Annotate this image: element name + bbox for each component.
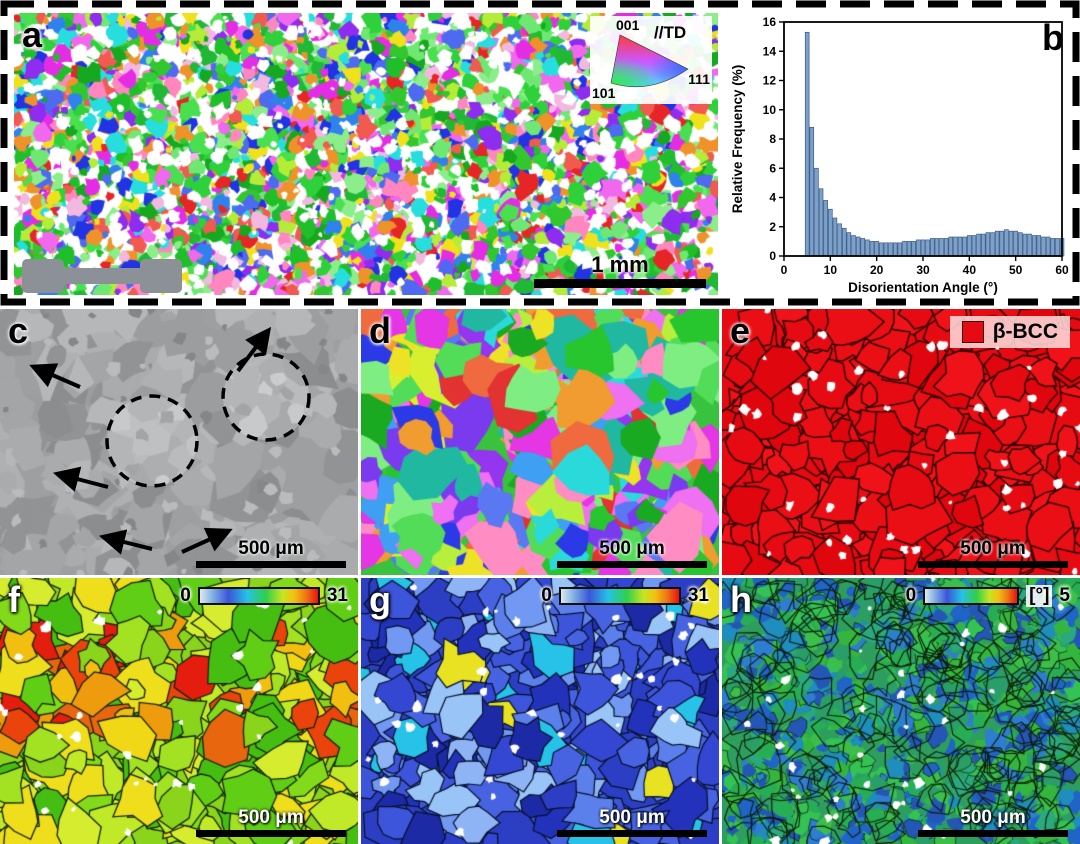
scale-bar-g-rule bbox=[557, 830, 707, 837]
colorbar-h-max: 5 bbox=[1059, 585, 1070, 607]
colorbar-f-min: 0 bbox=[180, 585, 191, 607]
scale-bar-d-label: 500 μm bbox=[599, 539, 665, 558]
colorbar-g: 0 31 bbox=[541, 585, 709, 607]
figure: a 001 //TD 101 111 bbox=[0, 0, 1080, 844]
colorbar-h-unit: [°] bbox=[1026, 585, 1052, 607]
kam-map-h bbox=[722, 578, 1080, 844]
svg-text:50: 50 bbox=[1009, 263, 1023, 277]
colorbar-g-max: 31 bbox=[688, 585, 709, 607]
svg-text:10: 10 bbox=[824, 263, 838, 277]
panel-label-e: e bbox=[730, 313, 750, 349]
panel-label-d: d bbox=[369, 313, 391, 349]
panel-g: g 0 31 500 μm bbox=[361, 578, 719, 844]
sem-image-c bbox=[0, 309, 358, 575]
scale-bar-d-rule bbox=[557, 561, 707, 568]
svg-text:40: 40 bbox=[963, 263, 977, 277]
top-row: a 001 //TD 101 111 bbox=[0, 0, 1080, 306]
panel-label-g: g bbox=[369, 582, 391, 618]
svg-text:14: 14 bbox=[763, 44, 777, 58]
scale-bar-e: 500 μm bbox=[918, 539, 1068, 568]
phase-color-swatch bbox=[962, 321, 984, 343]
scale-bar-f-rule bbox=[196, 830, 346, 837]
svg-text:Relative Frequency (%): Relative Frequency (%) bbox=[730, 65, 745, 214]
svg-text:12: 12 bbox=[763, 74, 777, 88]
panel-a: a 001 //TD 101 111 bbox=[14, 13, 718, 295]
scale-bar-c-rule bbox=[196, 561, 346, 568]
colorbar-h-min: 0 bbox=[906, 585, 917, 607]
scale-bar-c-label: 500 μm bbox=[238, 539, 304, 558]
colorbar-f: 0 31 bbox=[180, 585, 348, 607]
grain-map-g bbox=[361, 578, 719, 844]
grain-map-f bbox=[0, 578, 358, 844]
scale-bar-d: 500 μm bbox=[557, 539, 707, 568]
svg-text:10: 10 bbox=[763, 103, 777, 117]
scale-bar-g-label: 500 μm bbox=[599, 808, 665, 827]
svg-text:4: 4 bbox=[769, 191, 776, 205]
svg-text:0: 0 bbox=[769, 249, 776, 263]
svg-text:0: 0 bbox=[781, 263, 788, 277]
svg-text:Disorientation Angle (°): Disorientation Angle (°) bbox=[848, 280, 998, 295]
scale-bar-f: 500 μm bbox=[196, 808, 346, 837]
scale-bar-f-label: 500 μm bbox=[238, 808, 304, 827]
ebsd-ipf-map-d bbox=[361, 309, 719, 575]
colorbar-h: 0 [°] 5 bbox=[906, 585, 1070, 607]
panel-label-a: a bbox=[22, 17, 42, 53]
colorbar-g-min: 0 bbox=[541, 585, 552, 607]
colorbar-f-max: 31 bbox=[327, 585, 348, 607]
panel-d: d 500 μm bbox=[361, 309, 719, 575]
phase-legend: β-BCC bbox=[950, 316, 1070, 348]
scale-bar-h-rule bbox=[918, 830, 1068, 837]
panel-b-chart: 0 2 4 6 8 10 12 14 16 0 10 20 30 40 50 60 Disorientation… bbox=[726, 8, 1072, 300]
panel-label-f: f bbox=[8, 582, 20, 618]
scale-bar-h-label: 500 μm bbox=[960, 808, 1026, 827]
scale-bar-h: 500 μm bbox=[918, 808, 1068, 837]
scale-bar-a: 1 mm bbox=[534, 254, 706, 288]
panel-h: h 0 [°] 5 500 μm bbox=[722, 578, 1080, 844]
panel-e: e β-BCC 500 μm bbox=[722, 309, 1080, 575]
scale-bar-e-label: 500 μm bbox=[960, 539, 1026, 558]
disorientation-histogram: 0 2 4 6 8 10 12 14 16 0 10 20 30 40 50 60 Disorientation… bbox=[726, 8, 1072, 300]
svg-text:30: 30 bbox=[916, 263, 930, 277]
svg-text:16: 16 bbox=[763, 15, 777, 29]
phase-map-e bbox=[722, 309, 1080, 575]
scale-bar-g: 500 μm bbox=[557, 808, 707, 837]
colorbar-f-gradient bbox=[198, 587, 320, 605]
svg-text:8: 8 bbox=[769, 132, 776, 146]
scale-bar-a-rule bbox=[534, 279, 706, 288]
panel-c: c 500 μm bbox=[0, 309, 358, 575]
panel-f: f 0 31 500 μm bbox=[0, 578, 358, 844]
panel-label-c: c bbox=[8, 313, 28, 349]
svg-text:60: 60 bbox=[1055, 263, 1069, 277]
panel-label-h: h bbox=[730, 582, 752, 618]
ipf-triangle-icon bbox=[608, 33, 692, 89]
colorbar-g-gradient bbox=[559, 587, 681, 605]
phase-name-label: β-BCC bbox=[993, 320, 1058, 344]
ipf-color-key: 001 //TD 101 111 bbox=[590, 16, 712, 104]
colorbar-h-gradient bbox=[923, 587, 1019, 605]
scale-bar-c: 500 μm bbox=[196, 539, 346, 568]
panel-label-b: b bbox=[1042, 20, 1064, 56]
svg-text:20: 20 bbox=[870, 263, 884, 277]
scale-bar-a-label: 1 mm bbox=[591, 254, 648, 276]
scale-bar-e-rule bbox=[918, 561, 1068, 568]
ipf-001-label: 001 bbox=[616, 18, 639, 32]
svg-text:6: 6 bbox=[769, 161, 776, 175]
svg-text:2: 2 bbox=[769, 220, 776, 234]
